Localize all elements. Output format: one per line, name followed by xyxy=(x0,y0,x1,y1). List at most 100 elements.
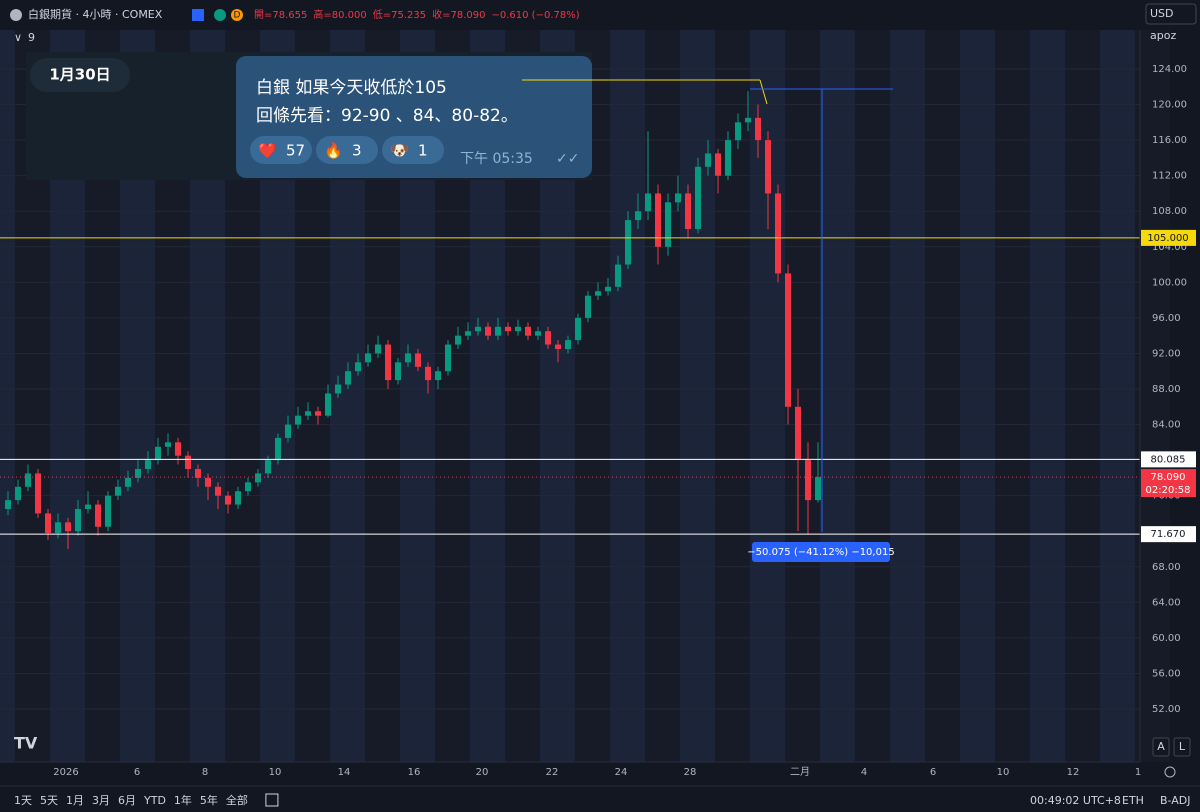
price-tick-label: 108.00 xyxy=(1152,206,1187,217)
reaction-count[interactable]: 57 xyxy=(286,142,305,160)
candle-body xyxy=(265,460,271,474)
reaction-chip[interactable] xyxy=(250,136,312,164)
candle-body xyxy=(695,166,701,229)
price-tick-label: 96.00 xyxy=(1152,313,1181,324)
candle-body xyxy=(415,353,421,367)
session-band xyxy=(995,30,1030,762)
price-tick-label: 88.00 xyxy=(1152,384,1181,395)
range-button[interactable]: 1年 xyxy=(174,793,192,807)
reaction-chip[interactable] xyxy=(382,136,444,164)
range-button[interactable]: 3月 xyxy=(92,794,110,807)
time-tick-label: 24 xyxy=(615,767,628,778)
time-tick-label: 8 xyxy=(202,767,208,778)
range-button[interactable]: 6月 xyxy=(118,794,136,807)
session-band xyxy=(610,30,645,762)
bottom-bar xyxy=(0,786,1200,808)
currency[interactable]: USD xyxy=(1150,7,1174,20)
candle-body xyxy=(85,504,91,509)
reaction-emoji[interactable]: ❤️ xyxy=(258,142,277,160)
button-label[interactable]: A xyxy=(1157,740,1165,753)
candle-body xyxy=(185,455,191,469)
date-chip xyxy=(30,58,130,92)
price-tick-label: 124.00 xyxy=(1152,64,1187,75)
status-dot xyxy=(231,9,243,21)
countdown: 02:20:58 xyxy=(1146,485,1191,496)
session-band xyxy=(680,30,715,762)
candle-body xyxy=(615,264,621,287)
price-tick-label: 92.00 xyxy=(1152,348,1181,359)
candle-body xyxy=(95,504,101,527)
time-tick-label: 二月 xyxy=(790,766,810,778)
range-button[interactable]: 全部 xyxy=(226,793,248,807)
candle-body xyxy=(145,460,151,469)
session-band xyxy=(1100,30,1135,762)
price-tick-label: 116.00 xyxy=(1152,135,1187,146)
candle-body xyxy=(745,117,751,123)
indicator-count[interactable]: 9 xyxy=(28,31,35,44)
adjust[interactable]: B-ADJ xyxy=(1160,794,1191,807)
last-price-label: 78.090 xyxy=(1151,472,1186,483)
candle-body xyxy=(115,486,121,496)
candle-body xyxy=(785,273,791,407)
reaction-chip[interactable] xyxy=(316,136,378,164)
range-button[interactable]: 5天 xyxy=(40,794,58,807)
range-button[interactable]: 1月 xyxy=(66,794,84,807)
reaction-emoji[interactable]: 🐶 xyxy=(390,142,409,160)
reaction-emoji[interactable]: 🔥 xyxy=(324,142,343,160)
button[interactable] xyxy=(1173,737,1191,757)
candle-body xyxy=(325,393,331,416)
candle-body xyxy=(665,202,671,247)
session[interactable]: ETH xyxy=(1122,794,1144,807)
range-button[interactable]: 5年 xyxy=(200,793,218,807)
message-time: 下午 05:35 xyxy=(460,151,533,167)
price-tick-label: 52.00 xyxy=(1152,704,1181,715)
price-tick-label: 112.00 xyxy=(1152,171,1187,182)
currency-box[interactable] xyxy=(1145,3,1197,25)
candle-body xyxy=(775,193,781,274)
candle-body xyxy=(195,469,201,478)
ohlc-value: 高=80.000 xyxy=(313,8,366,21)
logo: TV xyxy=(14,734,38,753)
candle-body xyxy=(445,344,451,372)
candle-body xyxy=(165,442,171,447)
reaction-count[interactable]: 1 xyxy=(418,142,428,160)
range-button[interactable]: YTD xyxy=(143,794,166,807)
session-band xyxy=(890,30,925,762)
session-band xyxy=(1030,30,1065,762)
candle-body xyxy=(355,362,361,372)
status-dot xyxy=(214,9,226,21)
candle-body xyxy=(625,220,631,265)
reaction-count[interactable]: 3 xyxy=(352,142,362,160)
range-button[interactable]: 1天 xyxy=(14,794,32,807)
candle-body xyxy=(305,411,311,416)
level-label-box xyxy=(1141,229,1196,246)
candle-body xyxy=(175,442,181,456)
user[interactable]: apoz xyxy=(1150,29,1176,42)
candle-body xyxy=(735,122,741,141)
collapse[interactable]: ∨ xyxy=(14,31,22,44)
settings-icon[interactable] xyxy=(1164,766,1176,778)
level-label: 71.670 xyxy=(1151,529,1186,540)
ohlc-value: −0.610 (−0.78%) xyxy=(492,10,580,21)
button-label[interactable]: L xyxy=(1179,740,1186,753)
session-band xyxy=(960,30,995,762)
candle-body xyxy=(275,437,281,461)
last-price-box xyxy=(1141,469,1196,498)
candle-body xyxy=(545,331,551,345)
price-tick-label: 100.00 xyxy=(1152,277,1187,288)
candle-body xyxy=(565,340,571,349)
candle-body xyxy=(395,362,401,381)
badge: D xyxy=(234,11,241,21)
candle-body xyxy=(65,522,71,532)
calendar-icon[interactable] xyxy=(265,793,279,807)
candle-body xyxy=(365,353,371,363)
price-tick-label: 120.00 xyxy=(1152,100,1187,111)
candle-body xyxy=(5,500,11,509)
candle-body xyxy=(535,331,541,336)
session-band xyxy=(855,30,890,762)
candle-body xyxy=(135,469,141,478)
message-date: 1月30日 xyxy=(49,66,110,84)
read-ticks: ✓✓ xyxy=(556,151,579,167)
candle-body xyxy=(245,482,251,492)
button[interactable] xyxy=(1152,737,1170,757)
